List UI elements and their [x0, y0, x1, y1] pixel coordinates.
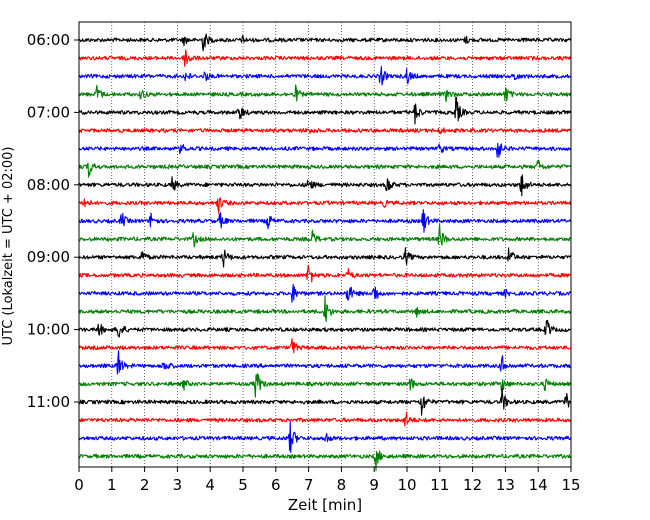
y-tick-label: 07:00	[27, 103, 70, 121]
y-tick-label: 10:00	[27, 321, 70, 339]
x-tick-label: 14	[529, 476, 548, 494]
trace-0715	[78, 127, 572, 135]
x-tick-label: 10	[397, 476, 416, 494]
trace-0630	[78, 65, 572, 86]
y-tick-label: 11:00	[27, 393, 70, 411]
trace-0930	[78, 283, 572, 303]
x-tick-label: 15	[561, 476, 580, 494]
x-tick-label: 5	[238, 476, 248, 494]
x-tick-label: 4	[205, 476, 215, 494]
trace-1130	[78, 420, 572, 453]
trace-0800	[78, 174, 572, 197]
trace-0700	[78, 96, 572, 125]
trace-1145	[78, 450, 572, 472]
x-tick-label: 13	[496, 476, 515, 494]
trace-1045	[78, 373, 572, 398]
x-tick-label: 9	[369, 476, 379, 494]
x-axis-ticks: 0 1 2 3 4 5 6 7 8 9 10 11 12 13 14 15	[74, 467, 581, 494]
trace-0900	[78, 247, 572, 268]
trace-0730	[78, 142, 572, 158]
trace-0615	[78, 49, 572, 67]
trace-0600	[78, 33, 572, 52]
trace-0830	[78, 209, 572, 233]
x-tick-label: 11	[430, 476, 449, 494]
grid-lines	[111, 22, 539, 467]
trace-0845	[78, 223, 572, 248]
trace-0915	[78, 264, 572, 283]
y-tick-label: 09:00	[27, 248, 70, 266]
x-axis-title: Zeit [min]	[288, 496, 362, 514]
seismic-traces	[78, 33, 572, 472]
x-tick-label: 3	[173, 476, 183, 494]
trace-1100	[78, 387, 572, 416]
trace-0945	[78, 295, 572, 323]
trace-0815	[78, 197, 572, 214]
x-tick-label: 7	[304, 476, 314, 494]
x-tick-label: 0	[74, 476, 84, 494]
y-axis-title: UTC (Lokalzeit = UTC + 02:00)	[1, 147, 16, 346]
x-tick-label: 2	[140, 476, 150, 494]
x-tick-label: 12	[463, 476, 482, 494]
y-axis-ticks: 06:00 07:00 08:00 09:00 10:00 11:00	[27, 31, 79, 411]
x-tick-label: 6	[271, 476, 281, 494]
trace-1000	[78, 319, 572, 338]
x-tick-label: 8	[337, 476, 347, 494]
trace-1115	[78, 411, 572, 427]
plot-frame	[78, 21, 572, 468]
x-tick-label: 1	[107, 476, 117, 494]
y-tick-label: 08:00	[27, 176, 70, 194]
trace-1015	[78, 338, 572, 354]
trace-0745	[78, 159, 572, 178]
trace-0645	[78, 84, 572, 103]
y-tick-label: 06:00	[27, 31, 70, 49]
trace-1030	[78, 350, 572, 375]
